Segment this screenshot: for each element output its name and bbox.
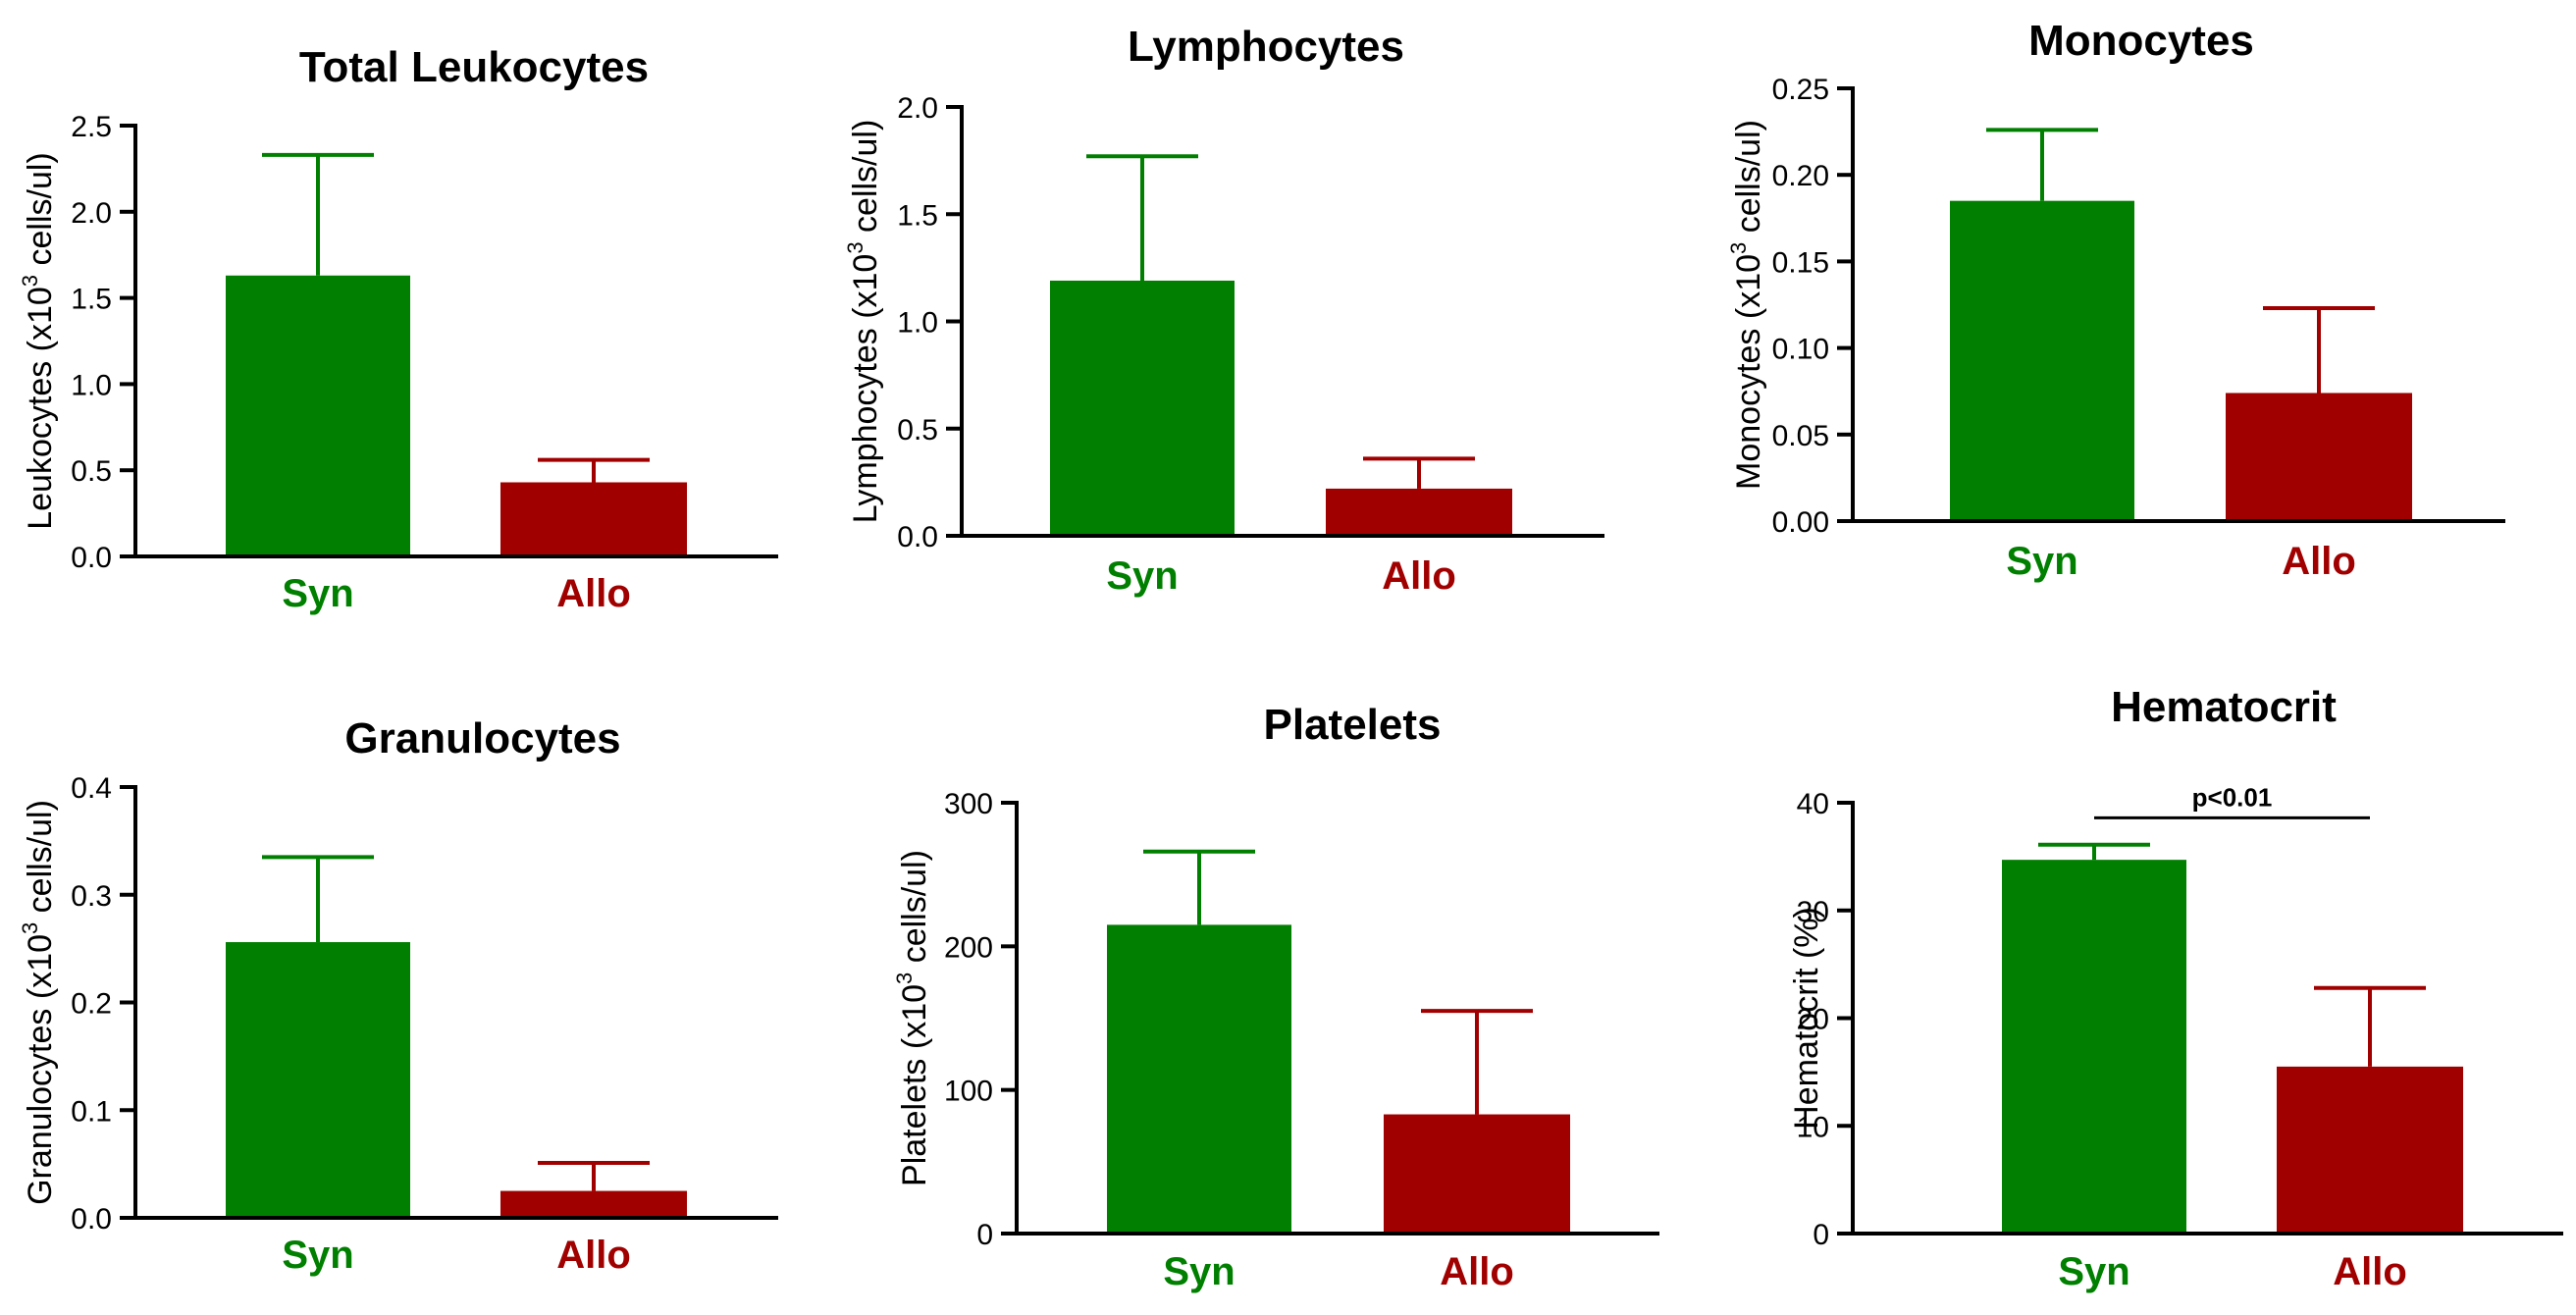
bar-allo <box>1384 1114 1570 1234</box>
chart-title: Lymphocytes <box>1128 23 1404 71</box>
y-tick-label: 2.5 <box>71 111 112 143</box>
bar-syn <box>2002 860 2186 1234</box>
y-tick-label: 200 <box>944 931 993 964</box>
y-axis-label: Leukocytes (x103 cells/ul) <box>18 152 59 530</box>
y-tick-label: 0.20 <box>1772 160 1829 192</box>
chart-panel-3: Monocytes Syn Allo 0.00 0.05 0.10 0.15 0.20 0.25… <box>1726 17 2505 583</box>
bar-syn <box>1107 924 1291 1234</box>
y-tick-label: 300 <box>944 788 993 820</box>
bar-allo <box>2226 393 2412 521</box>
bar-syn <box>1050 280 1235 536</box>
category-label-allo: Allo <box>2333 1250 2407 1293</box>
y-tick-label: 0.2 <box>71 988 112 1021</box>
bar-syn <box>226 275 410 556</box>
chart-title: Granulocytes <box>344 714 620 763</box>
y-tick-label: 0.25 <box>1772 74 1829 106</box>
category-label-allo: Allo <box>2282 540 2356 583</box>
y-tick-label: 1.0 <box>71 369 112 401</box>
y-tick-label: 2.0 <box>897 92 938 125</box>
y-tick-label: 2.0 <box>71 197 112 230</box>
y-tick-label: 0.05 <box>1772 420 1829 452</box>
y-tick-label: 0.0 <box>897 521 938 553</box>
y-tick-label: 10 <box>1797 1111 1829 1143</box>
y-tick-label: 20 <box>1797 1004 1829 1036</box>
chart-panel-2: Lymphocytes Syn Allo 0.0 0.5 1.0 1.5 2.0 Lymphoc… <box>843 23 1604 598</box>
category-label-syn: Syn <box>1163 1250 1235 1293</box>
bar-syn <box>226 942 410 1218</box>
y-axis-label: Lymphocytes (x103 cells/ul) <box>843 120 884 524</box>
significance-label: p<0.01 <box>2192 782 2273 812</box>
y-tick-label: 0 <box>1813 1219 1829 1251</box>
category-label-allo: Allo <box>1382 554 1456 598</box>
y-axis-label: Platelets (x103 cells/ul) <box>892 850 933 1186</box>
y-tick-label: 0.00 <box>1772 506 1829 539</box>
y-tick-label: 0.3 <box>71 880 112 913</box>
chart-title: Platelets <box>1264 701 1442 749</box>
y-tick-label: 1.5 <box>71 284 112 316</box>
category-label-syn: Syn <box>1106 554 1178 598</box>
category-label-syn: Syn <box>2006 540 2077 583</box>
y-tick-label: 0.5 <box>897 414 938 447</box>
chart-panel-5: Platelets Syn Allo 0 100 200 300 Platelets (x10… <box>892 701 1659 1293</box>
y-tick-label: 0.5 <box>71 455 112 488</box>
category-label-allo: Allo <box>1440 1250 1514 1293</box>
y-tick-label: 1.5 <box>897 199 938 232</box>
y-axis-label: Granulocytes (x103 cells/ul) <box>18 800 59 1205</box>
bar-allo <box>500 482 687 556</box>
y-tick-label: 30 <box>1797 896 1829 928</box>
y-tick-label: 0.1 <box>71 1095 112 1128</box>
y-tick-label: 0.0 <box>71 542 112 574</box>
category-label-syn: Syn <box>2058 1250 2129 1293</box>
y-tick-label: 0 <box>976 1219 993 1251</box>
y-tick-label: 0.10 <box>1772 334 1829 366</box>
chart-panel-4: Granulocytes Syn Allo 0.0 0.1 0.2 0.3 0.4 Granul… <box>18 714 778 1277</box>
chart-panel-1: Total Leukocytes Syn Allo 0.0 0.5 1.0 1.5 2.0 2.… <box>18 43 778 615</box>
bar-syn <box>1950 200 2134 521</box>
y-tick-label: 100 <box>944 1076 993 1108</box>
y-axis-label: Hematocrit (%) <box>1788 907 1825 1130</box>
bar-allo <box>1326 488 1512 536</box>
bar-allo <box>500 1190 687 1218</box>
category-label-syn: Syn <box>282 572 353 615</box>
bar-allo <box>2277 1066 2463 1234</box>
chart-panel-6: Hematocrit Syn Allo 0 10 20 30 40 Hematocrit (%)… <box>1788 683 2563 1293</box>
category-label-allo: Allo <box>556 1234 631 1277</box>
y-axis-label: Monocytes (x103 cells/ul) <box>1726 120 1767 490</box>
category-label-syn: Syn <box>282 1234 353 1277</box>
chart-title: Monocytes <box>2028 17 2254 65</box>
y-tick-label: 0.0 <box>71 1203 112 1236</box>
y-tick-label: 1.0 <box>897 307 938 340</box>
category-label-allo: Allo <box>556 572 631 615</box>
y-tick-label: 40 <box>1797 788 1829 820</box>
y-tick-label: 0.4 <box>71 772 112 805</box>
y-tick-label: 0.15 <box>1772 246 1829 279</box>
chart-title: Total Leukocytes <box>299 43 649 91</box>
chart-title: Hematocrit <box>2111 683 2337 731</box>
